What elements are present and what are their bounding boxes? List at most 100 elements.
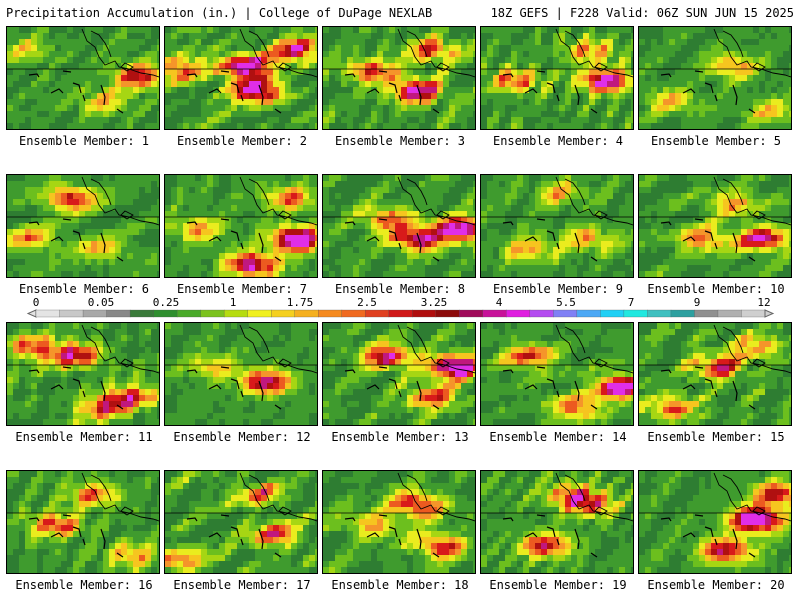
island-outlines: [28, 514, 124, 558]
colorbar-swatch: [365, 309, 390, 318]
coastline: [239, 176, 317, 226]
ensemble-member-label: Ensemble Member: 1: [18, 134, 150, 148]
ensemble-member-label: Ensemble Member: 15: [647, 430, 785, 444]
ensemble-member-label: Ensemble Member: 13: [331, 430, 469, 444]
colorbar-tick-label: 7: [627, 296, 635, 309]
colorbar-tick-label: 1: [229, 296, 237, 309]
colorbar-tick-label: 0.25: [152, 296, 180, 309]
ensemble-member-map: [164, 174, 318, 278]
coastline: [81, 472, 159, 522]
colorbar-tick-label: 0: [32, 296, 40, 309]
island-outlines: [28, 218, 124, 262]
precip-field: [7, 27, 159, 129]
ensemble-member-label: Ensemble Member: 9: [492, 282, 624, 296]
colorbar-swatch: [294, 309, 319, 318]
coastline: [555, 28, 633, 78]
ensemble-member-label: Ensemble Member: 12: [173, 430, 311, 444]
colorbar-swatch: [623, 309, 648, 318]
precip-field: [639, 323, 791, 425]
island-outlines: [28, 366, 124, 410]
ensemble-member-map: [638, 470, 792, 574]
precip-field: [165, 27, 317, 129]
coastline: [239, 28, 317, 78]
precip-field: [165, 323, 317, 425]
ensemble-member-map: [480, 322, 634, 426]
precip-field: [639, 175, 791, 277]
ensemble-member-map: [322, 470, 476, 574]
precip-field: [165, 175, 317, 277]
island-outlines: [660, 218, 756, 262]
island-outlines: [186, 218, 282, 262]
coastline: [397, 28, 475, 78]
colorbar-swatch: [129, 309, 155, 318]
ensemble-member-label: Ensemble Member: 5: [650, 134, 782, 148]
colorbar-swatch: [388, 309, 413, 318]
ensemble-member-label: Ensemble Member: 19: [489, 578, 627, 592]
coastline: [397, 324, 475, 374]
colorbar-swatch: [600, 309, 625, 318]
colorbar-tick-label: 3.25: [420, 296, 448, 309]
colorbar-swatch: [59, 309, 84, 318]
precip-field: [7, 471, 159, 573]
colorbar-swatch: [412, 309, 437, 318]
precip-field: [323, 27, 475, 129]
island-outlines: [186, 70, 282, 114]
coastline: [555, 176, 633, 226]
ensemble-member-map: [638, 26, 792, 130]
colorbar-swatch: [271, 309, 296, 318]
precip-field: [7, 175, 159, 277]
ensemble-member-map: [6, 26, 160, 130]
colorbar-swatch: [176, 309, 202, 318]
ensemble-member-map: [322, 322, 476, 426]
coastline: [397, 472, 475, 522]
colorbar-swatch: [482, 309, 507, 318]
island-outlines: [660, 70, 756, 114]
coastline: [713, 472, 791, 522]
ensemble-member-map: [6, 470, 160, 574]
coastline: [713, 176, 791, 226]
ensemble-member-map: [480, 174, 634, 278]
colorbar-swatch: [459, 309, 484, 318]
ensemble-member-map: [6, 174, 160, 278]
ensemble-member-map: [164, 26, 318, 130]
colorbar-swatch: [741, 309, 766, 318]
coastline: [713, 324, 791, 374]
precip-field: [323, 323, 475, 425]
ensemble-member-map: [480, 470, 634, 574]
ensemble-member-label: Ensemble Member: 8: [334, 282, 466, 296]
ensemble-member-label: Ensemble Member: 2: [176, 134, 308, 148]
ensemble-member-label: Ensemble Member: 17: [173, 578, 311, 592]
coastline: [239, 472, 317, 522]
coastline: [81, 28, 159, 78]
coastline: [81, 176, 159, 226]
colorbar-tick-label: 1.75: [286, 296, 314, 309]
colorbar-swatch: [717, 309, 742, 318]
precip-field: [481, 27, 633, 129]
island-outlines: [344, 70, 440, 114]
map-title: Precipitation Accumulation (in.) | Colle…: [6, 6, 433, 20]
colorbar-swatch: [318, 309, 343, 318]
island-outlines: [186, 366, 282, 410]
island-outlines: [502, 70, 598, 114]
ensemble-member-label: Ensemble Member: 18: [331, 578, 469, 592]
colorbar-swatch: [247, 309, 272, 318]
precip-field: [481, 471, 633, 573]
colorbar-swatch: [200, 309, 225, 318]
coastline: [397, 176, 475, 226]
colorbar-swatch: [576, 309, 601, 318]
coastline: [555, 324, 633, 374]
ensemble-member-map: [6, 322, 160, 426]
ensemble-member-label: Ensemble Member: 6: [18, 282, 150, 296]
colorbar-swatch: [553, 309, 578, 318]
precip-field: [323, 175, 475, 277]
coastline: [555, 472, 633, 522]
model-run-info: 18Z GEFS | F228 Valid: 06Z SUN JUN 15 20…: [490, 6, 794, 20]
colorbar-swatch: [35, 309, 60, 318]
colorbar-swatch: [506, 309, 531, 318]
precip-colorbar: [26, 309, 775, 318]
colorbar-min-arrow: [26, 309, 37, 318]
precip-field: [323, 471, 475, 573]
coastline: [713, 28, 791, 78]
colorbar-swatch: [647, 309, 672, 318]
island-outlines: [502, 514, 598, 558]
